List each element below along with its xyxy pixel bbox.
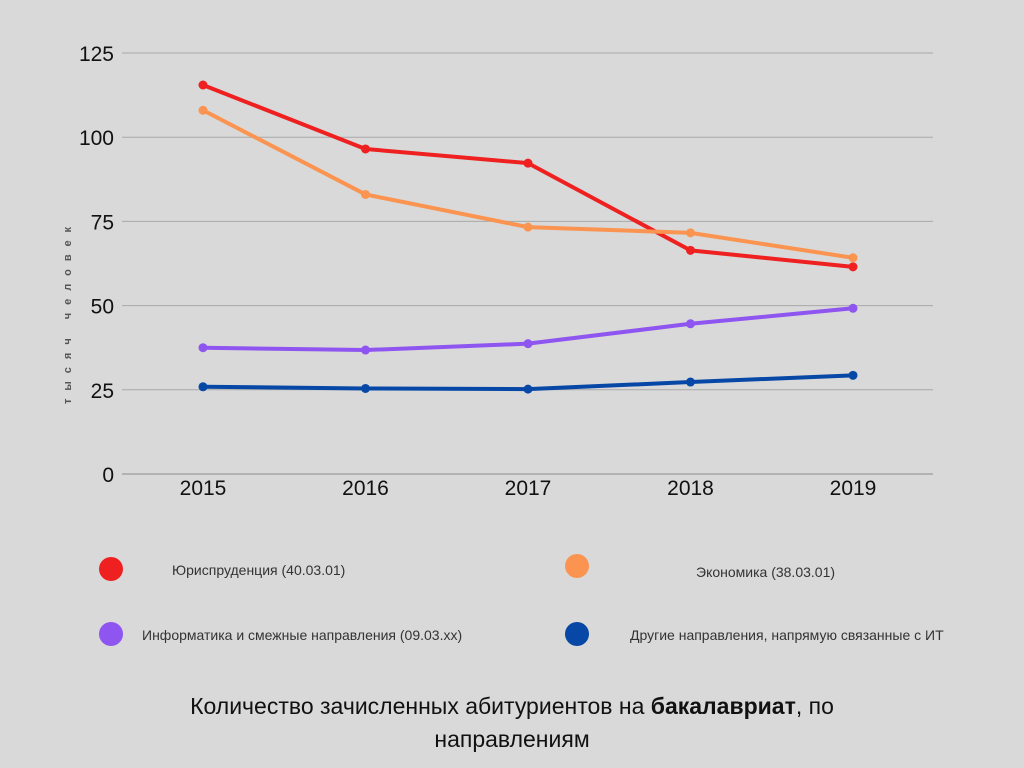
x-tick-label: 2015 xyxy=(180,477,227,500)
legend-dot-informatics xyxy=(99,622,123,646)
data-point xyxy=(523,158,533,168)
data-point xyxy=(198,80,208,90)
data-point xyxy=(361,189,370,199)
caption-text-after: , по направлениям xyxy=(434,693,834,752)
y-tick-label: 75 xyxy=(91,211,114,234)
x-tick-labels: 2015 2016 2017 2018 2019 xyxy=(180,477,877,500)
data-point xyxy=(686,228,695,238)
data-point xyxy=(848,303,858,313)
series-0 xyxy=(198,80,858,272)
y-tick-labels: 0 25 50 75 100 125 xyxy=(79,43,114,487)
x-tick-label: 2019 xyxy=(830,477,877,500)
x-tick-label: 2017 xyxy=(505,477,552,500)
chart-caption: Количество зачисленных абитуриентов на б… xyxy=(112,690,912,756)
y-axis-label: тысяч человек xyxy=(62,219,74,404)
data-point xyxy=(361,383,370,393)
data-point xyxy=(198,105,208,115)
data-point xyxy=(198,382,208,392)
y-tick-label: 100 xyxy=(79,127,114,150)
series-line xyxy=(201,108,855,260)
legend-dot-other-it xyxy=(565,622,589,646)
series-1 xyxy=(198,105,858,263)
data-point xyxy=(686,245,695,255)
data-point xyxy=(523,384,533,394)
caption-text-bold: бакалавриат xyxy=(650,693,796,719)
series-group xyxy=(198,80,858,394)
data-point xyxy=(361,345,370,355)
data-point xyxy=(686,377,695,387)
y-tick-label: 0 xyxy=(102,464,114,487)
legend-dot-law xyxy=(99,557,123,581)
legend-label-law: Юриспруденция (40.03.01) xyxy=(172,562,346,578)
data-point xyxy=(198,343,208,353)
data-point xyxy=(523,339,533,349)
legend-dot-economics xyxy=(565,554,589,578)
series-3 xyxy=(198,370,858,394)
data-point xyxy=(361,144,370,154)
data-point xyxy=(686,319,695,329)
x-tick-label: 2018 xyxy=(667,477,714,500)
data-point xyxy=(848,262,858,272)
y-tick-label: 25 xyxy=(91,380,114,403)
y-tick-label: 125 xyxy=(79,43,114,66)
series-2 xyxy=(198,303,858,355)
legend-label-informatics: Информатика и смежные направления (09.03… xyxy=(142,627,463,643)
data-point xyxy=(523,222,533,232)
data-point xyxy=(848,370,858,380)
series-line xyxy=(201,82,855,269)
caption-text-before: Количество зачисленных абитуриентов на xyxy=(190,693,651,719)
data-point xyxy=(848,253,858,263)
x-tick-label: 2016 xyxy=(342,477,389,500)
y-tick-label: 50 xyxy=(91,296,114,319)
line-chart: 0 25 50 75 100 125 2015 2016 2017 2018 2019 тысяч… xyxy=(62,43,933,500)
legend-label-other-it: Другие направления, напрямую связанные с… xyxy=(630,627,944,643)
legend-label-economics: Экономика (38.03.01) xyxy=(696,564,836,580)
